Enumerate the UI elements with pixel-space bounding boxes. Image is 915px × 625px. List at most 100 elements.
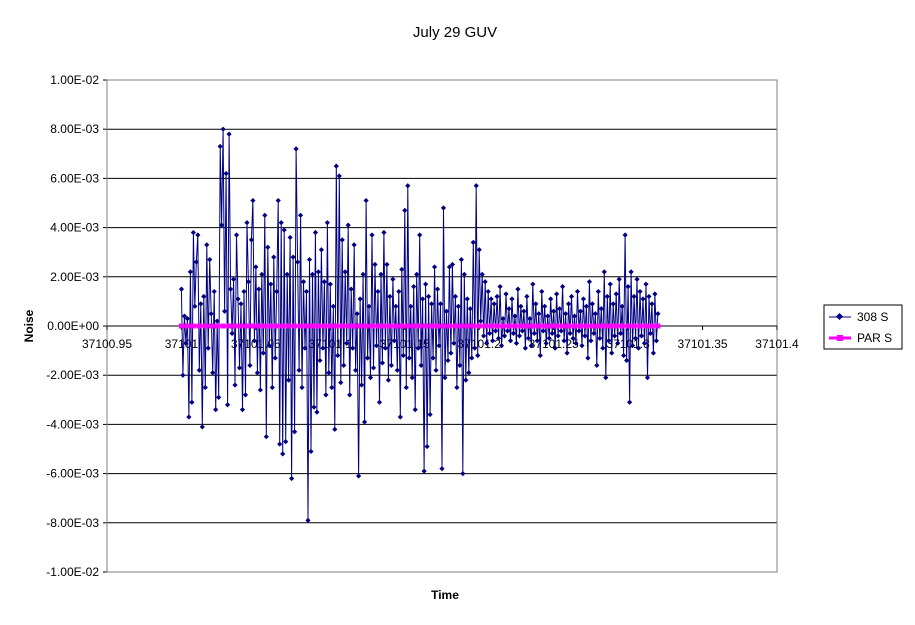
data-point-308-s [391,338,397,344]
data-point-par-s [542,323,548,329]
data-point-308-s [223,170,229,177]
data-point-308-s [412,407,418,413]
data-point-308-s [567,330,573,336]
data-point-par-s [220,323,226,329]
data-point-308-s [507,338,514,344]
data-point-308-s [461,271,467,277]
data-point-par-s [417,323,423,329]
data-point-308-s [405,183,411,189]
data-point-par-s [482,323,488,329]
y-tick-label: 4.00E-03 [50,221,99,235]
data-point-308-s [190,229,196,236]
data-point-308-s [440,205,447,211]
data-point-308-s [478,318,484,324]
data-point-308-s [247,362,253,368]
data-point-308-s [305,517,311,523]
data-point-308-s [187,269,193,275]
data-point-308-s [476,247,482,253]
data-point-308-s [236,365,243,371]
legend-par-label: PAR S [857,331,892,345]
data-point-308-s [400,352,406,359]
data-point-308-s [211,288,217,295]
data-point-par-s [309,323,315,329]
data-point-308-s [604,293,610,300]
data-point-308-s [652,291,658,297]
x-tick-label: 37101.35 [678,337,728,351]
data-point-308-s [284,271,290,277]
data-point-par-s [250,323,256,329]
data-point-308-s [423,281,429,287]
data-point-308-s [424,443,430,450]
data-point-308-s [302,345,308,351]
data-point-308-s [603,375,609,381]
data-point-308-s [414,271,420,277]
data-point-308-s [324,220,330,226]
data-point-308-s [384,261,390,268]
data-point-308-s [644,375,651,381]
data-point-308-s [205,345,211,351]
data-point-par-s [298,323,304,329]
x-tick-label: 37101 [165,337,199,351]
data-point-par-s [566,323,572,329]
data-point-par-s [333,323,339,329]
data-point-308-s [653,338,659,344]
data-point-308-s [376,399,383,405]
data-point-308-s [621,352,627,359]
data-point-308-s [560,284,566,290]
data-point-308-s [555,333,561,339]
data-point-308-s [650,350,657,356]
data-point-308-s [227,286,234,292]
data-point-par-s [458,323,464,329]
data-point-308-s [455,303,461,309]
data-point-308-s [580,296,587,302]
data-point-308-s [434,286,441,292]
x-tick-label: 37100.95 [82,337,132,351]
data-point-308-s [348,286,354,292]
data-point-308-s [501,333,508,339]
data-point-308-s [242,392,249,398]
data-point-308-s [226,131,232,137]
data-point-308-s [387,293,393,300]
data-point-308-s [618,330,624,336]
data-point-308-s [637,288,643,295]
data-point-308-s [351,242,357,248]
data-point-308-s [281,227,287,233]
data-point-par-s [601,323,607,329]
data-point-308-s [214,318,220,324]
data-point-par-s [548,323,554,329]
data-point-308-s [373,343,380,349]
data-point-308-s [451,340,457,346]
data-point-308-s [250,197,256,204]
data-point-308-s [260,350,266,356]
data-point-308-s [198,301,204,307]
data-point-308-s [649,301,655,307]
data-point-308-s [360,271,366,277]
data-point-par-s [429,323,435,329]
data-point-308-s [610,301,616,307]
data-point-308-s [562,311,569,317]
data-point-308-s [367,375,374,381]
data-point-par-s [470,323,476,329]
data-point-308-s [531,330,537,336]
data-point-308-s [466,370,472,376]
data-point-308-s [292,429,298,435]
y-tick-label: -1.00E-02 [46,565,99,579]
data-point-308-s [513,340,520,346]
data-point-308-s [208,311,214,317]
data-point-par-s [315,323,321,329]
data-point-308-s [320,345,326,351]
data-point-308-s [528,343,534,349]
data-point-308-s [467,306,473,312]
data-point-par-s [262,323,268,329]
data-point-308-s [311,404,317,410]
data-point-308-s [634,276,640,282]
data-point-par-s [238,323,244,329]
data-point-308-s [510,330,517,336]
legend-308-marker [835,312,844,321]
data-point-308-s [433,367,439,373]
data-point-308-s [253,264,259,270]
data-point-par-s [214,323,220,329]
data-point-308-s [442,375,448,381]
data-point-308-s [330,303,336,309]
data-point-308-s [411,284,417,290]
